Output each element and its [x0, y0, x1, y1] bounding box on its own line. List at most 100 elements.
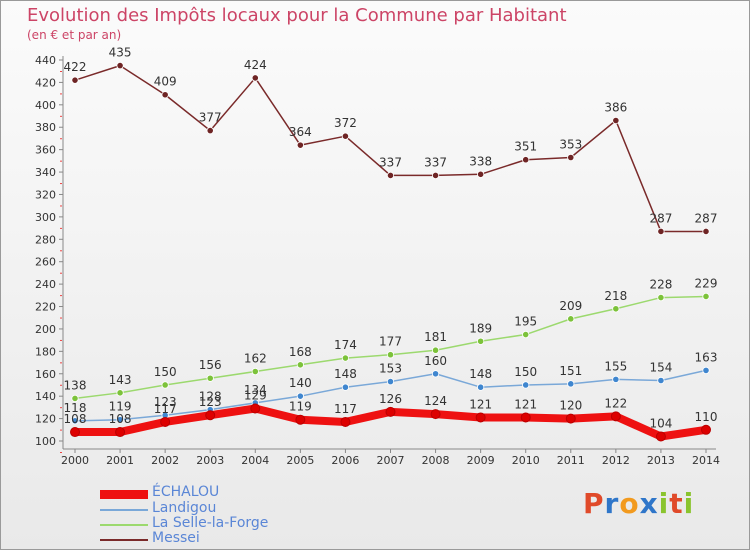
x-tick-label: 2006 — [331, 454, 359, 467]
data-label-messei: 424 — [244, 58, 267, 72]
data-point-landigou — [341, 383, 350, 391]
x-tick-label: 2013 — [647, 454, 675, 467]
data-point-la-selle-la-forge — [522, 330, 530, 339]
y-tick-label: 260 — [35, 256, 56, 269]
legend-swatch-landigou — [100, 509, 148, 511]
y-tick-label: 180 — [35, 345, 56, 358]
data-point-messei — [522, 156, 530, 164]
data-point-messei — [71, 76, 79, 84]
data-label-messei: 353 — [559, 137, 582, 151]
data-point-messei — [116, 62, 124, 70]
data-label-la-selle-la-forge: 218 — [604, 289, 627, 303]
data-point-messei — [567, 153, 575, 162]
data-label-echalou: 120 — [559, 399, 582, 413]
logo-letter: r — [604, 487, 620, 520]
data-point-echalou — [295, 414, 306, 425]
y-tick-label: 340 — [35, 166, 56, 179]
data-point-messei — [386, 171, 395, 180]
x-tick-label: 2009 — [467, 454, 495, 467]
chart-title: Evolution des Impôts locaux pour la Comm… — [27, 5, 567, 26]
data-label-echalou: 108 — [109, 412, 132, 426]
data-label-landigou: 154 — [649, 360, 672, 374]
data-label-echalou: 124 — [424, 394, 447, 408]
x-tick-label: 2008 — [422, 454, 450, 467]
data-label-messei: 435 — [109, 46, 132, 60]
y-tick-label: 440 — [35, 54, 56, 67]
data-point-echalou — [340, 416, 351, 427]
data-point-echalou — [385, 406, 396, 417]
data-point-echalou — [70, 427, 80, 438]
logo-letter: o — [619, 487, 640, 520]
data-label-la-selle-la-forge: 168 — [289, 345, 312, 359]
data-label-landigou: 119 — [109, 400, 132, 414]
data-label-messei: 372 — [334, 116, 357, 130]
data-point-echalou — [475, 412, 486, 423]
legend-label-messei: Messei — [152, 530, 200, 546]
legend-swatch-messei — [100, 539, 148, 541]
data-point-la-selle-la-forge — [116, 389, 124, 397]
logo-letter: P — [583, 487, 605, 520]
series-line-messei — [74, 64, 707, 233]
data-label-landigou: 134 — [244, 383, 267, 397]
x-tick-label: 2004 — [241, 454, 269, 467]
y-tick-label: 400 — [35, 99, 56, 112]
data-point-messei — [161, 91, 169, 99]
data-point-landigou — [116, 416, 124, 424]
data-point-echalou — [520, 412, 531, 423]
data-point-echalou — [655, 431, 666, 442]
data-point-landigou — [522, 381, 530, 389]
data-point-messei — [657, 227, 665, 236]
x-tick-label: 2000 — [61, 454, 89, 467]
x-tick-label: 2012 — [602, 454, 630, 467]
data-point-la-selle-la-forge — [341, 354, 350, 362]
data-label-landigou: 150 — [514, 365, 537, 379]
y-tick-label: 200 — [35, 323, 56, 336]
legend-label-landigou: Landigou — [152, 500, 217, 516]
y-tick-label: 320 — [35, 188, 56, 201]
data-label-landigou: 163 — [695, 350, 718, 364]
y-tick-label: 140 — [35, 390, 56, 403]
data-label-messei: 422 — [64, 60, 87, 74]
data-label-echalou: 121 — [469, 397, 492, 411]
logo-letter: i — [683, 487, 695, 520]
x-tick-label: 2005 — [286, 454, 314, 467]
data-point-landigou — [567, 380, 575, 388]
y-tick-label: 160 — [35, 368, 56, 381]
data-point-la-selle-la-forge — [431, 346, 440, 354]
data-label-landigou: 160 — [424, 354, 447, 368]
data-label-messei: 386 — [604, 101, 627, 115]
data-label-la-selle-la-forge: 195 — [514, 315, 537, 329]
data-label-messei: 338 — [469, 154, 492, 168]
data-label-la-selle-la-forge: 162 — [244, 352, 267, 366]
data-point-landigou — [657, 376, 665, 385]
data-label-messei: 377 — [199, 111, 222, 125]
y-tick-label: 100 — [35, 435, 56, 448]
y-tick-label: 280 — [35, 233, 56, 246]
data-label-echalou: 119 — [289, 400, 312, 414]
data-label-messei: 287 — [649, 211, 672, 225]
data-point-echalou — [250, 403, 261, 414]
data-point-messei — [251, 74, 259, 82]
logo-letter: t — [669, 487, 684, 520]
legend-label-echalou: ÉCHALOU — [152, 484, 220, 500]
y-tick-label: 120 — [35, 413, 56, 426]
data-point-la-selle-la-forge — [296, 361, 304, 369]
data-point-echalou — [430, 409, 441, 420]
y-tick-label: 420 — [35, 76, 56, 89]
data-point-messei — [206, 126, 214, 135]
data-point-la-selle-la-forge — [206, 374, 214, 382]
data-label-messei: 409 — [154, 75, 177, 89]
data-point-echalou — [565, 413, 576, 424]
data-label-la-selle-la-forge: 228 — [649, 278, 672, 292]
data-label-la-selle-la-forge: 177 — [379, 335, 402, 349]
logo-letter: i — [658, 487, 670, 520]
data-point-la-selle-la-forge — [567, 315, 575, 323]
data-label-echalou: 123 — [199, 395, 222, 409]
data-point-messei — [431, 171, 440, 180]
data-label-la-selle-la-forge: 174 — [334, 338, 357, 352]
proxiti-logo: Proxiti — [583, 487, 694, 520]
y-tick-label: 300 — [35, 211, 56, 224]
legend-label-la-selle-la-forge: La Selle-la-Forge — [152, 515, 269, 531]
data-label-messei: 337 — [379, 155, 402, 169]
